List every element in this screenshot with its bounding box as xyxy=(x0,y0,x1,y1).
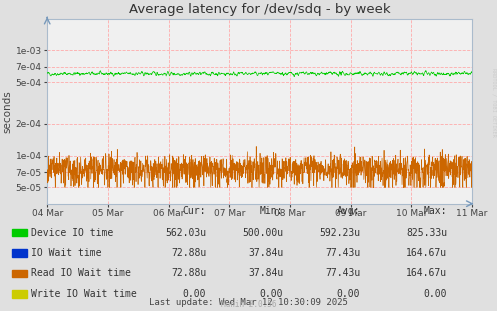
Text: 0.00: 0.00 xyxy=(337,289,360,299)
Text: 37.84u: 37.84u xyxy=(248,268,283,278)
Text: IO Wait time: IO Wait time xyxy=(31,248,101,258)
Text: 0.00: 0.00 xyxy=(183,289,206,299)
Text: 37.84u: 37.84u xyxy=(248,248,283,258)
Text: 592.23u: 592.23u xyxy=(319,228,360,238)
Bar xyxy=(12,229,27,236)
Bar xyxy=(12,270,27,277)
Bar xyxy=(12,290,27,298)
Text: 77.43u: 77.43u xyxy=(325,248,360,258)
Text: 72.88u: 72.88u xyxy=(171,248,206,258)
Text: 164.67u: 164.67u xyxy=(406,268,447,278)
Title: Average latency for /dev/sdq - by week: Average latency for /dev/sdq - by week xyxy=(129,3,391,16)
Text: 562.03u: 562.03u xyxy=(165,228,206,238)
Text: Last update: Wed Mar 12 10:30:09 2025: Last update: Wed Mar 12 10:30:09 2025 xyxy=(149,298,348,307)
Text: Avg:: Avg: xyxy=(337,207,360,216)
Y-axis label: seconds: seconds xyxy=(3,90,13,132)
Text: Munin 2.0.56: Munin 2.0.56 xyxy=(221,300,276,309)
Text: 72.88u: 72.88u xyxy=(171,268,206,278)
Text: Max:: Max: xyxy=(424,207,447,216)
Text: Read IO Wait time: Read IO Wait time xyxy=(31,268,131,278)
Text: 0.00: 0.00 xyxy=(424,289,447,299)
Text: 164.67u: 164.67u xyxy=(406,248,447,258)
Text: Device IO time: Device IO time xyxy=(31,228,113,238)
Text: 77.43u: 77.43u xyxy=(325,268,360,278)
Text: 0.00: 0.00 xyxy=(260,289,283,299)
Text: Min:: Min: xyxy=(260,207,283,216)
Text: 500.00u: 500.00u xyxy=(242,228,283,238)
Text: Cur:: Cur: xyxy=(183,207,206,216)
Bar xyxy=(12,249,27,257)
Text: RRDTOOL / TOBI OETIKER: RRDTOOL / TOBI OETIKER xyxy=(491,68,496,137)
Text: Write IO Wait time: Write IO Wait time xyxy=(31,289,137,299)
Text: 825.33u: 825.33u xyxy=(406,228,447,238)
